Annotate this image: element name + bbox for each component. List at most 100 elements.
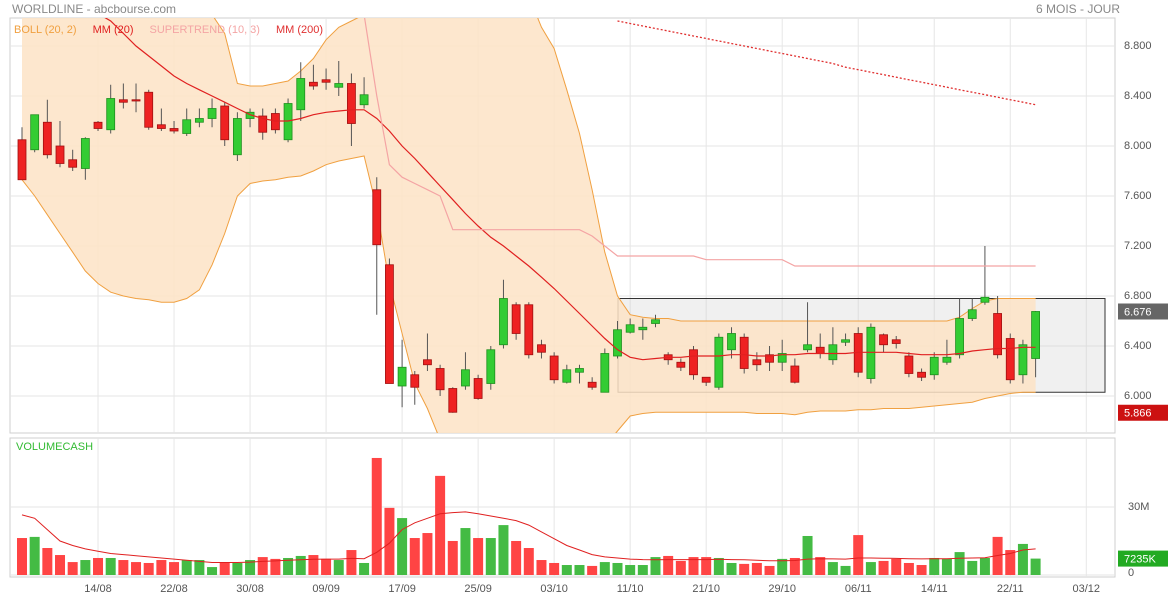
candle-body: [524, 304, 534, 356]
candle-body: [891, 339, 901, 344]
candle-body: [676, 361, 686, 368]
candle-body: [967, 309, 977, 319]
volume-marker-label: 7235K: [1124, 553, 1156, 565]
volume-bar: [460, 528, 471, 575]
legend-entry: SUPERTREND (10, 3): [150, 24, 260, 36]
price-marker-label: 6.676: [1124, 306, 1152, 318]
volume-bar: [219, 562, 230, 575]
volume-bar: [713, 557, 724, 575]
candle-body: [410, 374, 420, 388]
candle-body: [765, 354, 774, 363]
volume-bar: [549, 562, 560, 575]
candle-body: [600, 353, 610, 393]
volume-bar: [447, 540, 458, 575]
indicator-line: [617, 20, 1036, 106]
volume-bar: [1005, 550, 1016, 575]
legend-entry: BOLL (20, 2): [14, 24, 77, 36]
candle-body: [194, 118, 204, 123]
volume-bar: [232, 562, 243, 575]
candle-body: [347, 83, 356, 124]
volume-bar: [637, 565, 648, 575]
volume-bar: [194, 560, 205, 575]
volume-bar: [384, 507, 395, 575]
volume-bar: [371, 457, 382, 575]
volume-bar: [397, 518, 408, 575]
volume-bar: [941, 558, 952, 575]
candle-body: [790, 365, 800, 383]
volume-bar: [663, 555, 674, 575]
x-tick-label: 25/09: [464, 583, 492, 595]
candle-body: [499, 298, 508, 346]
candle-body: [917, 371, 926, 378]
candle-body: [651, 319, 660, 324]
candle-body: [815, 346, 825, 354]
volume-bar: [17, 538, 27, 575]
volume-bar: [333, 560, 344, 575]
volume-bar: [536, 560, 547, 575]
volume-bar: [1030, 558, 1041, 575]
volume-bar: [979, 557, 990, 575]
volume-bar: [751, 562, 762, 575]
candle-body: [423, 359, 432, 366]
candle-body: [537, 344, 546, 353]
volume-legend: VOLUMECASH: [16, 441, 93, 453]
indicator-line: [104, 18, 1036, 361]
candle-body: [1018, 344, 1028, 376]
candle-body: [359, 94, 369, 106]
candle-body: [220, 105, 230, 141]
candle-body: [828, 344, 838, 361]
volume-bar: [853, 535, 864, 575]
volume-bar: [93, 557, 104, 575]
x-tick-label: 21/10: [692, 583, 720, 595]
candle-body: [169, 128, 179, 132]
volume-bar: [739, 563, 750, 575]
candle-body: [777, 353, 787, 363]
volume-plot: [17, 457, 1041, 575]
y-tick-label: 7.200: [1124, 240, 1152, 252]
volume-bar: [105, 557, 116, 575]
candle-body: [1005, 338, 1015, 381]
candle-body: [397, 366, 407, 387]
x-tick-label: 17/09: [388, 583, 416, 595]
candle-body: [131, 99, 141, 102]
candle-body: [739, 336, 749, 369]
candle-body: [511, 304, 521, 334]
candle-body: [309, 81, 318, 87]
volume-bar: [1017, 543, 1028, 575]
candle-body: [461, 369, 470, 387]
y-tick-label: 6.000: [1124, 390, 1152, 402]
volume-bar: [954, 552, 965, 575]
x-tick-label: 14/08: [84, 583, 112, 595]
volume-bar: [80, 560, 91, 575]
volume-bar: [295, 555, 306, 575]
volume-bar: [156, 560, 167, 575]
x-tick-label: 30/08: [236, 583, 264, 595]
volume-bar: [422, 533, 433, 575]
volume-bar: [409, 538, 420, 575]
x-tick-label: 03/10: [540, 583, 568, 595]
volume-bar: [916, 565, 927, 575]
volume-bar: [701, 557, 712, 575]
volume-bar: [359, 562, 370, 575]
volume-bar: [181, 560, 192, 575]
candle-body: [118, 99, 128, 103]
volume-bar: [283, 557, 294, 575]
volume-bar: [929, 557, 940, 575]
volume-bar: [764, 565, 775, 575]
candle-body: [727, 333, 736, 351]
candle-body: [270, 113, 280, 131]
volume-bar: [561, 565, 572, 575]
volume-bar: [511, 540, 522, 575]
candle-body: [55, 145, 65, 164]
volume-bar: [726, 562, 737, 575]
volume-bar: [308, 555, 319, 575]
candle-body: [689, 349, 698, 376]
candle-body: [182, 119, 192, 134]
volume-bar: [599, 562, 610, 575]
indicator-line: [364, 18, 1036, 267]
x-tick-label: 29/10: [768, 583, 796, 595]
volume-bar: [903, 562, 914, 575]
candle-body: [1031, 311, 1040, 359]
volume-bar: [143, 562, 154, 575]
